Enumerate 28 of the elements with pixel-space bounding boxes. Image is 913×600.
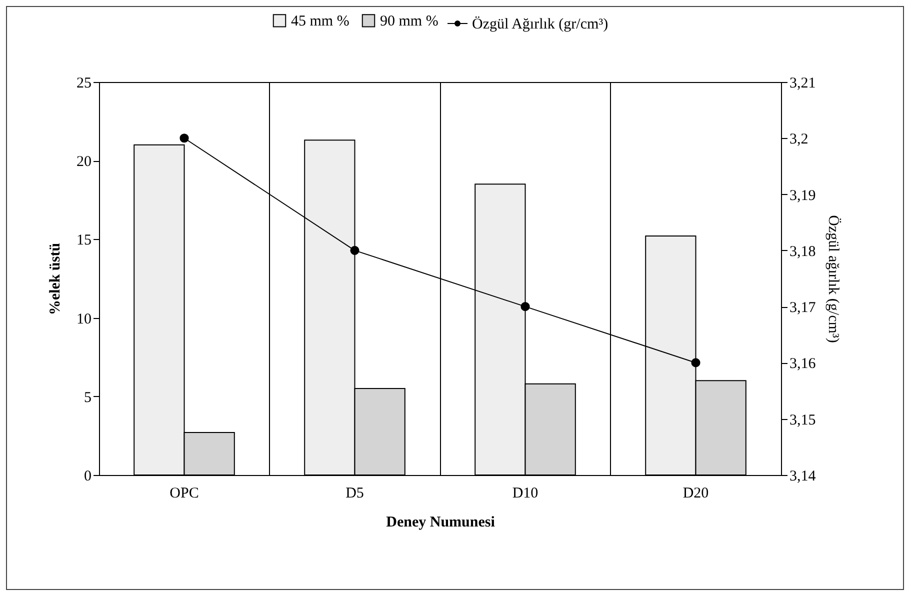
y2-tick-label: 3,18 bbox=[790, 244, 816, 260]
y-tick-label: 15 bbox=[76, 232, 92, 249]
y2-tick-label: 3,17 bbox=[790, 300, 816, 316]
y-tick-label: 0 bbox=[84, 468, 92, 484]
y2-tick-label: 3,16 bbox=[790, 356, 816, 372]
x-tick-label: D20 bbox=[682, 486, 709, 502]
point bbox=[180, 134, 189, 143]
x-tick-label: D5 bbox=[346, 486, 364, 502]
legend-label: 90 mm % bbox=[380, 14, 438, 30]
y2-tick-label: 3,2 bbox=[790, 132, 808, 148]
y-axis-title: %elek üstü bbox=[48, 242, 64, 316]
y2-tick-label: 3,15 bbox=[790, 412, 816, 428]
x-tick-label: OPC bbox=[170, 486, 199, 502]
y-tick-label: 5 bbox=[84, 390, 92, 406]
x-tick-label: D10 bbox=[512, 486, 538, 502]
point bbox=[520, 302, 530, 312]
x-axis-title: Deney Numunesi bbox=[386, 514, 495, 530]
y2-axis-title: Özgül ağırlık (g/cm³) bbox=[824, 215, 842, 343]
point bbox=[691, 358, 700, 368]
y2-tick-label: 3,21 bbox=[790, 76, 816, 92]
legend-label: 45 mm % bbox=[291, 14, 350, 30]
point bbox=[350, 246, 360, 255]
legend-label: Özgül Ağırlık (gr/cm³) bbox=[472, 16, 608, 32]
y-tick-label: 25 bbox=[76, 76, 92, 92]
y-tick-label: 20 bbox=[76, 154, 92, 170]
y2-tick-label: 3,19 bbox=[790, 188, 816, 204]
y2-tick-label: 3,14 bbox=[790, 468, 816, 484]
y-tick-label: 10 bbox=[76, 311, 92, 328]
